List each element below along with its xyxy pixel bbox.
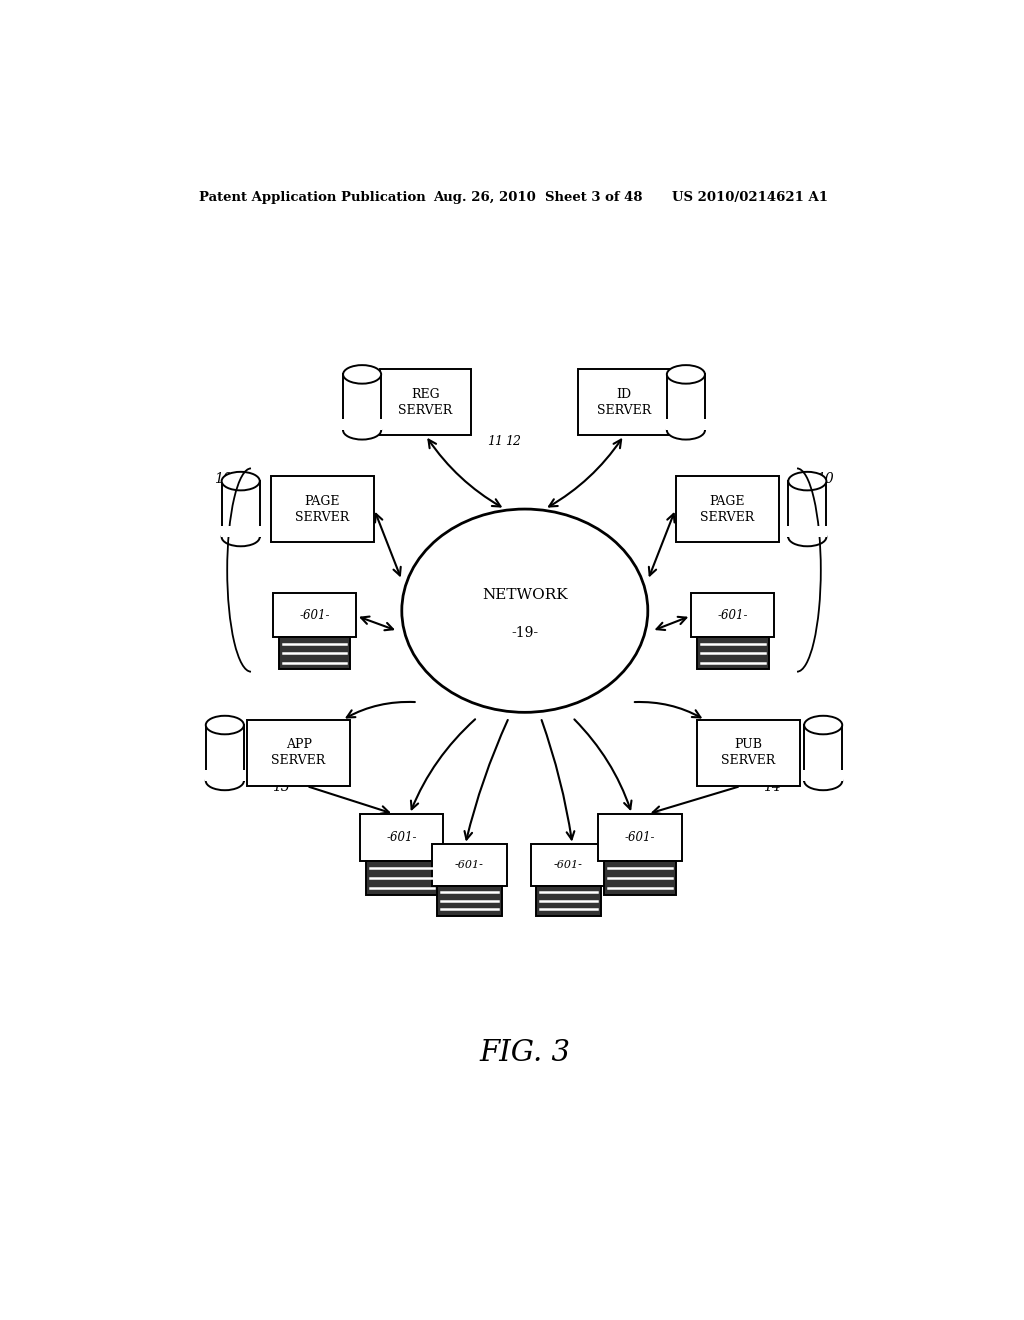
Text: 14: 14 <box>763 780 780 793</box>
Polygon shape <box>437 886 502 916</box>
Polygon shape <box>804 770 843 781</box>
Polygon shape <box>366 861 437 895</box>
Text: 10: 10 <box>816 471 834 486</box>
Ellipse shape <box>804 772 842 791</box>
Polygon shape <box>691 593 774 638</box>
Text: Aug. 26, 2010  Sheet 3 of 48: Aug. 26, 2010 Sheet 3 of 48 <box>433 190 643 203</box>
Ellipse shape <box>401 510 648 713</box>
Text: -601-: -601- <box>386 832 417 843</box>
Polygon shape <box>788 480 826 537</box>
Polygon shape <box>247 719 350 785</box>
Text: APP
SERVER: APP SERVER <box>271 738 326 767</box>
Text: -601-: -601- <box>455 861 483 870</box>
Polygon shape <box>342 418 382 430</box>
Polygon shape <box>697 719 800 785</box>
Polygon shape <box>697 638 769 669</box>
Text: -601-: -601- <box>299 609 330 622</box>
Text: ID
SERVER: ID SERVER <box>597 388 651 417</box>
Text: REG
SERVER: REG SERVER <box>398 388 453 417</box>
Text: -19-: -19- <box>511 626 539 640</box>
Ellipse shape <box>788 471 826 490</box>
Text: 13: 13 <box>272 780 290 793</box>
Ellipse shape <box>206 715 244 734</box>
Text: PAGE
SERVER: PAGE SERVER <box>295 495 349 524</box>
Ellipse shape <box>667 421 705 440</box>
Text: -601-: -601- <box>554 861 583 870</box>
Ellipse shape <box>206 772 244 791</box>
Polygon shape <box>206 725 244 781</box>
Polygon shape <box>666 418 706 430</box>
Ellipse shape <box>788 528 826 546</box>
Polygon shape <box>360 814 443 861</box>
Polygon shape <box>431 845 507 886</box>
Text: Patent Application Publication: Patent Application Publication <box>200 190 426 203</box>
Ellipse shape <box>343 366 381 384</box>
Text: FIG. 3: FIG. 3 <box>479 1039 570 1067</box>
Text: NETWORK: NETWORK <box>482 589 567 602</box>
Polygon shape <box>380 370 471 436</box>
Polygon shape <box>604 861 676 895</box>
Text: 11: 11 <box>486 436 503 447</box>
Polygon shape <box>221 525 260 537</box>
Ellipse shape <box>221 528 260 546</box>
Polygon shape <box>676 477 779 543</box>
Ellipse shape <box>804 715 842 734</box>
Polygon shape <box>579 370 670 436</box>
Polygon shape <box>221 480 260 537</box>
Text: -601-: -601- <box>718 609 748 622</box>
Polygon shape <box>536 886 601 916</box>
Text: -601-: -601- <box>625 832 655 843</box>
Text: 12: 12 <box>505 436 521 447</box>
Polygon shape <box>787 525 827 537</box>
Ellipse shape <box>667 366 705 384</box>
Polygon shape <box>205 770 245 781</box>
Text: 10: 10 <box>214 471 232 486</box>
Polygon shape <box>667 375 705 430</box>
Polygon shape <box>804 725 842 781</box>
Polygon shape <box>598 814 682 861</box>
Polygon shape <box>343 375 381 430</box>
Polygon shape <box>530 845 606 886</box>
Polygon shape <box>270 477 374 543</box>
Text: PAGE
SERVER: PAGE SERVER <box>700 495 755 524</box>
Ellipse shape <box>343 421 381 440</box>
Polygon shape <box>272 593 356 638</box>
Text: PUB
SERVER: PUB SERVER <box>722 738 776 767</box>
Text: US 2010/0214621 A1: US 2010/0214621 A1 <box>672 190 827 203</box>
Polygon shape <box>279 638 350 669</box>
Ellipse shape <box>221 471 260 490</box>
